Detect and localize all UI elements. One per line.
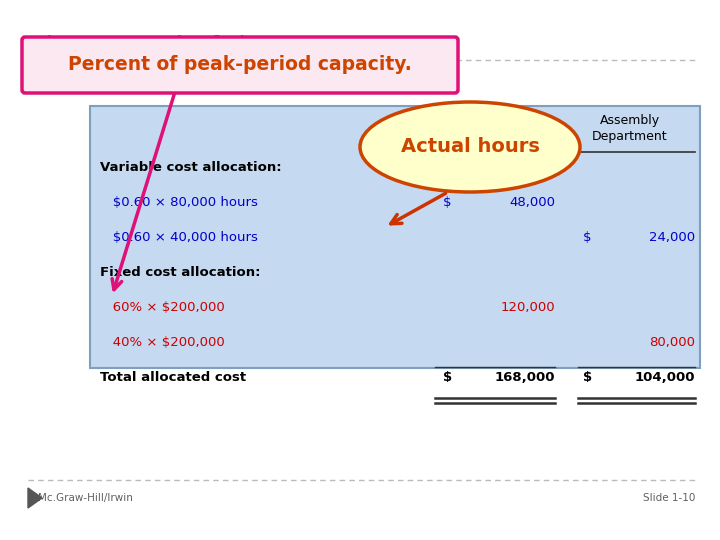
Text: Fixed cost allocation:: Fixed cost allocation: (100, 266, 261, 279)
Text: Slide 1-10: Slide 1-10 (643, 493, 695, 503)
Text: Actual hours: Actual hours (400, 138, 539, 157)
Text: Percent of peak-period capacity.: Percent of peak-period capacity. (68, 56, 412, 75)
Text: 168,000: 168,000 (495, 371, 555, 384)
Text: $0.60 × 40,000 hours: $0.60 × 40,000 hours (100, 231, 258, 244)
Text: 60% × $200,000: 60% × $200,000 (100, 301, 225, 314)
Text: 40% × $200,000: 40% × $200,000 (100, 336, 225, 349)
Text: 48,000: 48,000 (509, 196, 555, 209)
Ellipse shape (360, 102, 580, 192)
Text: 104,000: 104,000 (634, 371, 695, 384)
Text: $0.60 × 80,000 hours: $0.60 × 80,000 hours (100, 196, 258, 209)
Text: $: $ (583, 371, 592, 384)
FancyBboxPatch shape (22, 37, 458, 93)
Text: 24,000: 24,000 (649, 231, 695, 244)
FancyBboxPatch shape (90, 106, 700, 368)
Text: 80,000: 80,000 (649, 336, 695, 349)
Text: $: $ (583, 231, 592, 244)
Text: 120,000: 120,000 (500, 301, 555, 314)
Text: Sipco:  End of the Year: Sipco: End of the Year (28, 35, 341, 63)
Text: Mc.Graw-Hill/Irwin: Mc.Graw-Hill/Irwin (38, 493, 133, 503)
Text: $: $ (443, 371, 452, 384)
Text: Total allocated cost: Total allocated cost (100, 371, 246, 384)
Text: Assembly
Department: Assembly Department (592, 114, 668, 143)
Polygon shape (28, 488, 42, 508)
Text: Cutting
Department: Cutting Department (452, 114, 528, 143)
Text: $: $ (443, 196, 451, 209)
Text: Variable cost allocation:: Variable cost allocation: (100, 161, 282, 174)
